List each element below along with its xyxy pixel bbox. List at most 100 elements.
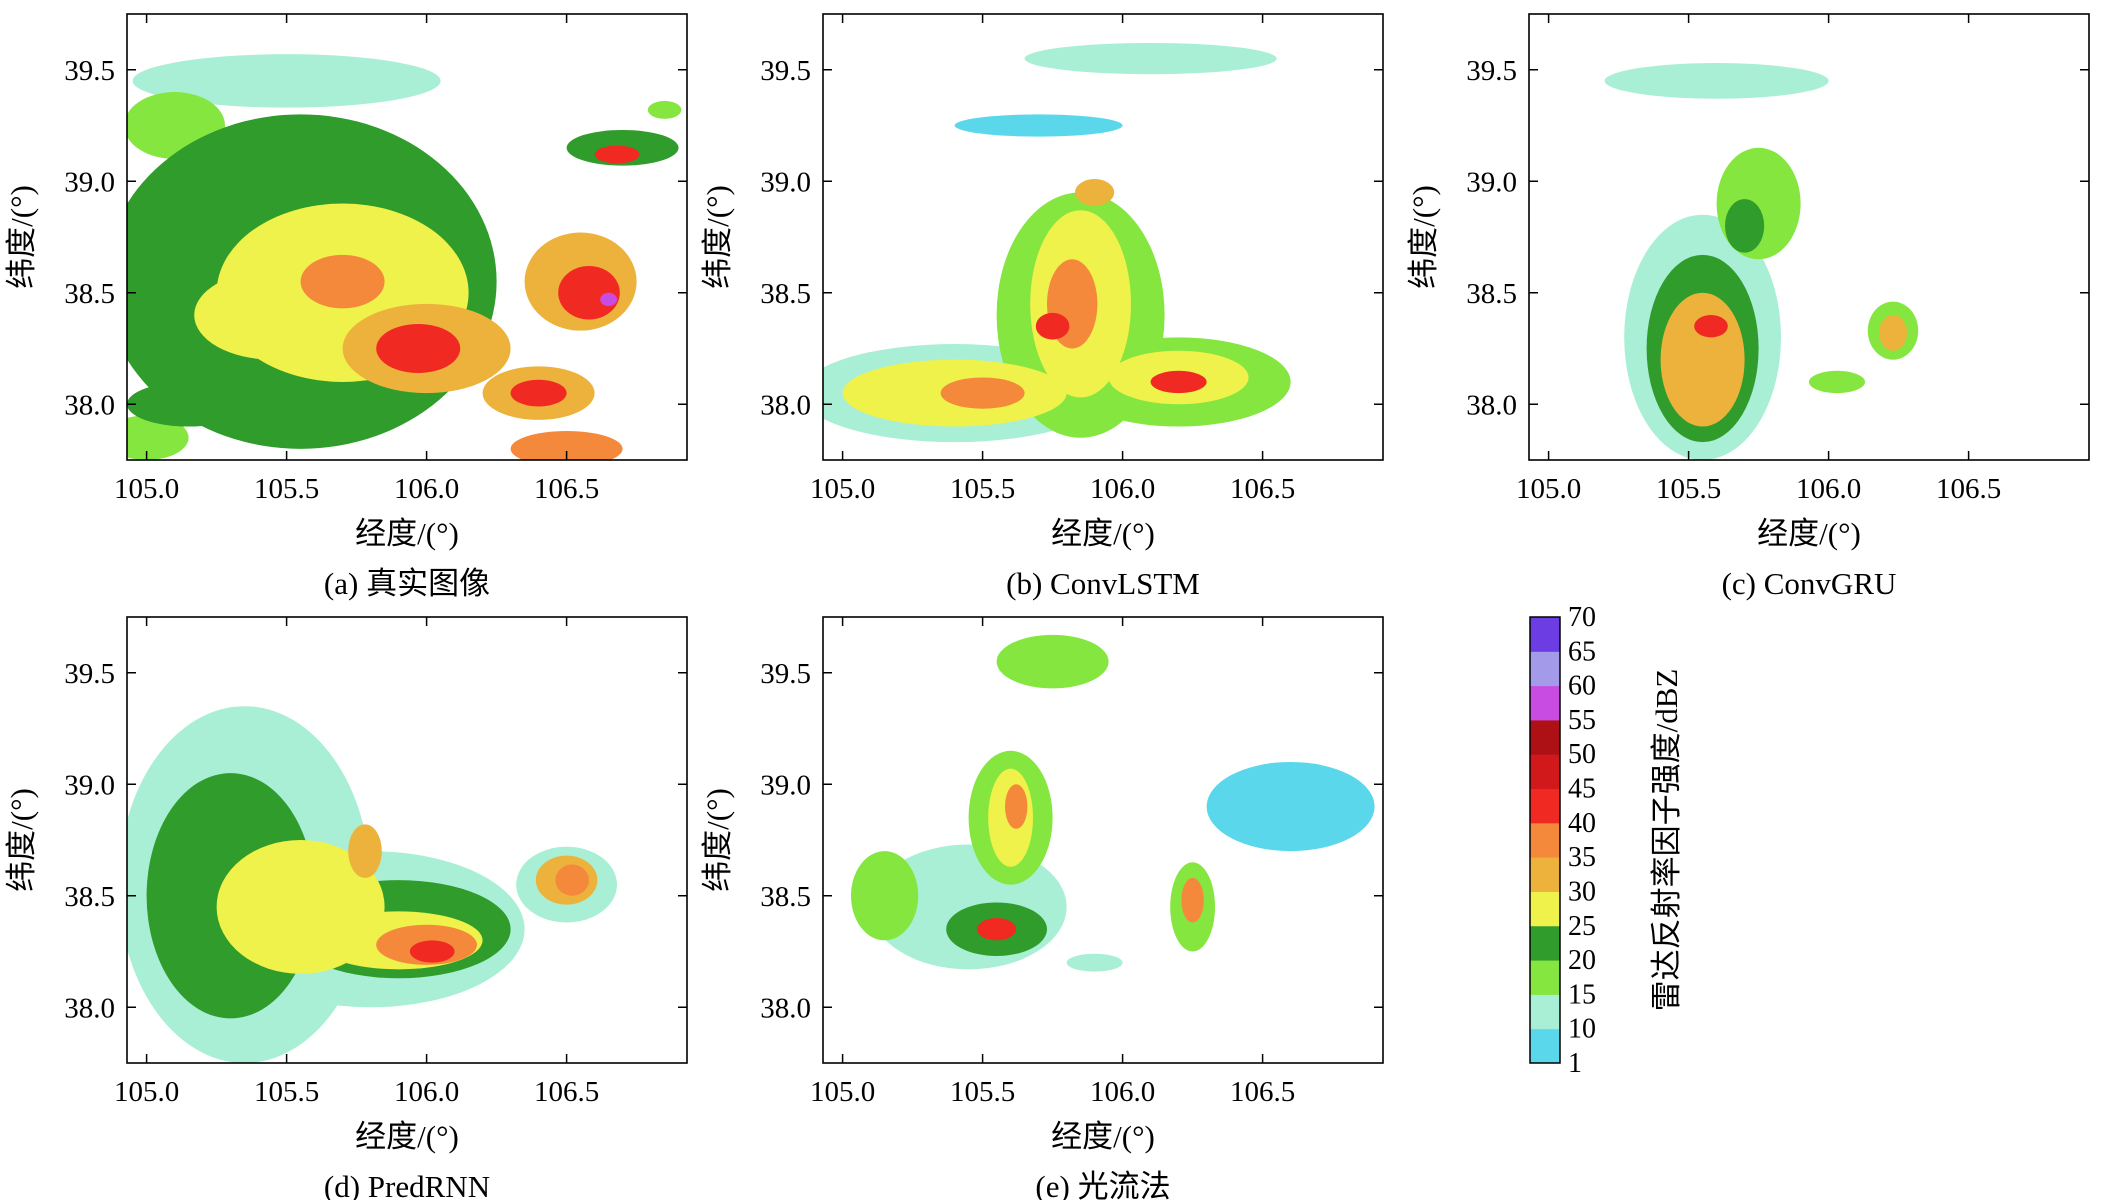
y-tick-label: 39.0 <box>64 166 115 198</box>
colorbar-tick-label: 65 <box>1568 636 1596 667</box>
x-tick-label: 105.5 <box>254 473 319 505</box>
echo-cell <box>1604 63 1829 99</box>
echo-cell <box>1066 953 1123 972</box>
echo-cell <box>1181 877 1204 923</box>
echo-cell <box>1206 761 1375 852</box>
colorbar-segment <box>1530 994 1560 1030</box>
x-tick-label: 106.0 <box>394 1076 459 1108</box>
plot-frame <box>1528 13 2090 461</box>
colorbar-tick-label: 60 <box>1568 671 1596 702</box>
y-tick-label: 38.5 <box>1466 278 1517 310</box>
colorbar-tick-label: 10 <box>1568 1014 1596 1045</box>
y-axis-label: 纬度/(°) <box>1406 185 1441 289</box>
panel-c: 105.0 105.5 106.0 106.5 38.0 38.5 39.0 39.5 经度/(… <box>1406 13 2090 601</box>
x-tick-label: 105.5 <box>950 1076 1015 1108</box>
panel-caption: (e) 光流法 <box>1035 1169 1170 1200</box>
y-axis-label: 纬度/(°) <box>4 185 39 289</box>
x-tick-label: 106.0 <box>1090 1076 1155 1108</box>
echo-field <box>823 42 1291 443</box>
x-axis-label: 经度/(°) <box>355 516 459 551</box>
x-tick-label: 105.0 <box>810 1076 875 1108</box>
x-axis-label: 经度/(°) <box>1051 1119 1155 1154</box>
echo-cell <box>132 54 441 108</box>
y-tick-label: 39.5 <box>760 658 811 690</box>
y-tick-label: 39.0 <box>760 769 811 801</box>
panel-e: 105.0 105.5 106.0 106.5 38.0 38.5 39.0 39.5 经度/(… <box>700 616 1384 1200</box>
colorbar-tick-label: 20 <box>1568 945 1596 976</box>
panel-b: 105.0 105.5 106.0 106.5 38.0 38.5 39.0 39.5 经度/(… <box>700 13 1384 601</box>
y-tick-label: 39.5 <box>760 55 811 87</box>
x-tick-label: 106.0 <box>394 473 459 505</box>
echo-cell <box>1024 42 1277 75</box>
y-axis-label: 纬度/(°) <box>700 185 735 289</box>
colorbar-tick-label: 40 <box>1568 808 1596 839</box>
y-tick-label: 38.0 <box>760 389 811 421</box>
colorbar-segment <box>1530 925 1560 961</box>
echo-cell <box>127 415 189 460</box>
colorbar-tick-label: 1 <box>1568 1048 1582 1079</box>
colorbar-tick-label: 70 <box>1568 602 1596 633</box>
plot-frame <box>822 13 1384 461</box>
x-axis-label: 经度/(°) <box>355 1119 459 1154</box>
echo-cell <box>1660 292 1745 427</box>
y-tick-label: 39.0 <box>1466 166 1517 198</box>
echo-cell <box>1075 179 1115 206</box>
y-tick-label: 38.0 <box>64 992 115 1024</box>
colorbar-tick-label: 45 <box>1568 774 1596 805</box>
echo-cell <box>954 114 1123 137</box>
echo-cell <box>1879 315 1907 351</box>
colorbar-tick-label: 35 <box>1568 842 1596 873</box>
y-tick-label: 38.0 <box>760 992 811 1024</box>
y-tick-label: 39.5 <box>1466 55 1517 87</box>
y-tick-label: 39.5 <box>64 658 115 690</box>
panel-caption: (b) ConvLSTM <box>1006 566 1200 601</box>
x-tick-label: 105.0 <box>114 1076 179 1108</box>
x-tick-label: 105.5 <box>1656 473 1721 505</box>
echo-cell <box>647 100 682 119</box>
x-tick-label: 106.5 <box>534 1076 599 1108</box>
colorbar-tick-label: 30 <box>1568 876 1596 907</box>
x-axis-label: 经度/(°) <box>1757 516 1861 551</box>
panel-d: 105.0 105.5 106.0 106.5 38.0 38.5 39.0 39.5 经度/(… <box>4 616 688 1200</box>
y-tick-label: 39.5 <box>64 55 115 87</box>
echo-cell <box>940 377 1025 409</box>
echo-cell <box>1809 370 1865 394</box>
x-axis-label: 经度/(°) <box>1051 516 1155 551</box>
y-tick-label: 38.0 <box>64 389 115 421</box>
echo-field <box>127 54 682 460</box>
colorbar-segment <box>1530 857 1560 892</box>
colorbar-tick-label: 55 <box>1568 705 1596 736</box>
echo-cell <box>510 431 623 460</box>
x-tick-label: 106.0 <box>1796 473 1861 505</box>
echo-cell <box>555 864 589 896</box>
y-axis-label: 纬度/(°) <box>4 788 39 892</box>
colorbar-segment <box>1530 651 1560 687</box>
echo-cell <box>1150 370 1207 394</box>
colorbar-segment <box>1530 822 1560 858</box>
echo-cell <box>1694 315 1728 338</box>
echo-cell <box>1005 784 1028 829</box>
colorbar-segment <box>1530 788 1560 824</box>
panel-caption: (d) PredRNN <box>324 1169 490 1200</box>
x-tick-label: 105.0 <box>1516 473 1581 505</box>
colorbar-segment <box>1530 1028 1560 1064</box>
panel-caption: (a) 真实图像 <box>324 566 490 601</box>
y-tick-label: 39.0 <box>760 166 811 198</box>
echo-cell <box>409 940 455 963</box>
echo-cell <box>348 824 382 878</box>
colorbar-tick-label: 15 <box>1568 979 1596 1010</box>
plot-frame <box>822 616 1384 1064</box>
colorbar-frame <box>1529 616 1561 1064</box>
y-axis-label: 纬度/(°) <box>700 788 735 892</box>
plot-frame <box>126 616 688 1064</box>
colorbar-segment <box>1530 754 1560 790</box>
echo-cell <box>1035 312 1070 340</box>
echo-cell <box>300 254 385 309</box>
x-tick-label: 105.5 <box>950 473 1015 505</box>
y-tick-label: 39.0 <box>64 769 115 801</box>
echo-cell <box>996 634 1109 689</box>
echo-cell <box>851 851 919 941</box>
x-tick-label: 106.5 <box>534 473 599 505</box>
echo-field <box>851 634 1375 972</box>
